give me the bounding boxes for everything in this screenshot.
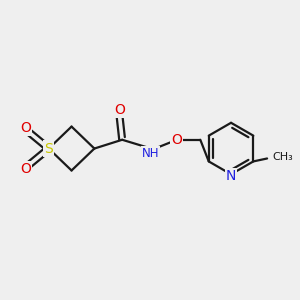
Text: O: O [114, 103, 125, 117]
Text: O: O [172, 133, 182, 147]
Text: N: N [226, 169, 236, 183]
Text: NH: NH [142, 147, 159, 160]
Text: S: S [44, 142, 53, 155]
Text: O: O [20, 162, 31, 176]
Text: CH₃: CH₃ [272, 152, 293, 162]
Text: O: O [20, 121, 31, 135]
